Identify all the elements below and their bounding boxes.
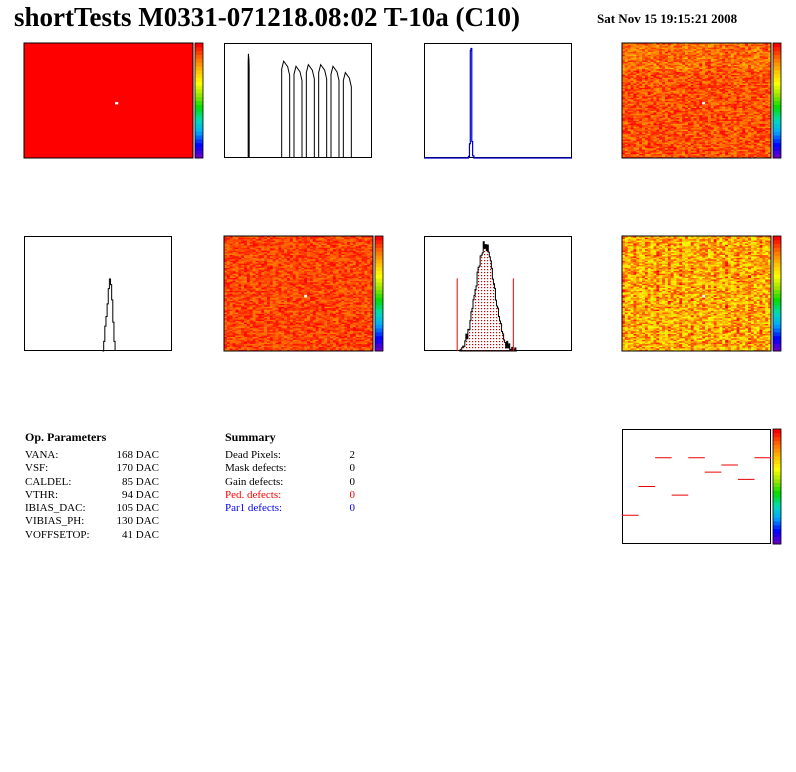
param-row: Mask defects: 0 [225, 462, 355, 475]
pedestal-distribution [459, 241, 517, 352]
param-row: VOFFSETOP: 41 DAC [25, 529, 165, 542]
param-value: 2 [349, 449, 356, 461]
gain-distribution [102, 278, 116, 352]
param-row: IBIAS_DAC: 105 DAC [25, 502, 165, 515]
pedestal-histogram [456, 241, 517, 352]
param-name: VANA: [25, 449, 59, 461]
param-name: Gain defects: [225, 475, 284, 488]
param-name: VSF: [25, 462, 49, 475]
param-value: 130 DAC [116, 515, 159, 528]
address-peak [330, 65, 340, 158]
param-name: VIBIAS_PH: [25, 515, 85, 528]
dead-pixel-marker [702, 294, 706, 298]
param-name: Par1 defects: [225, 502, 283, 515]
param-name: VOFFSETOP: [25, 528, 90, 541]
param-row: VANA: 168 DAC [25, 449, 165, 462]
param-name: VTHR: [25, 488, 58, 501]
param-row: Gain defects: 0 [225, 476, 355, 489]
param-row: Par1 defects: 0 [225, 502, 355, 515]
param-name: CALDEL: [25, 475, 72, 488]
phrange-plot [622, 457, 771, 516]
param-row: CALDEL: 85 DAC [25, 476, 165, 489]
op-parameters: Op. Parameters VANA: 168 DAC VSF: 170 DAC CA… [25, 430, 165, 542]
color-scale-bar [374, 235, 384, 352]
address-peak [305, 63, 315, 158]
param-value: 0 [349, 462, 356, 475]
heatmap [621, 42, 772, 159]
color-scale-bar [772, 42, 782, 159]
pixel-map-panel [23, 42, 204, 159]
op-parameters-title: Op. Parameters [25, 430, 107, 444]
ped-map-panel [621, 235, 782, 352]
ped-hist-panel [424, 236, 572, 352]
plot-frame [224, 43, 372, 158]
heatmap [621, 235, 772, 352]
param-row: Dead Pixels: 2 [225, 449, 355, 462]
param-value: 85 DAC [122, 475, 159, 488]
gain-map-panel [223, 235, 384, 352]
plot-frame [622, 429, 771, 544]
address-levels-histogram [247, 53, 352, 158]
address-peak [318, 63, 328, 158]
phrange-panel [622, 428, 782, 545]
param-name: IBIAS_DAC: [25, 502, 86, 515]
heatmap [223, 235, 374, 352]
dead-pixel-marker [702, 101, 706, 105]
parameter-histogram [424, 47, 572, 159]
param-value: 94 DAC [122, 488, 159, 501]
color-scale-bar [772, 428, 782, 545]
color-scale-bar [194, 42, 204, 159]
ph-param-panel [424, 43, 572, 159]
param-row: VIBIAS_PH: 130 DAC [25, 515, 165, 528]
address-peak [342, 71, 352, 158]
heatmap [23, 42, 194, 159]
address-peak [293, 65, 303, 158]
param-row: Ped. defects: 0 [225, 489, 355, 502]
gain-histogram [102, 278, 116, 352]
param-value: 0 [349, 475, 356, 488]
date-label: Sat Nov 15 19:15:21 2008 [597, 11, 738, 26]
param-name: Dead Pixels: [225, 449, 281, 461]
param-name: Mask defects: [225, 462, 287, 475]
param-name: Ped. defects: [225, 488, 282, 501]
summary-title: Summary [225, 430, 276, 444]
parameter-distribution [424, 47, 572, 159]
address-peak [247, 53, 250, 158]
param-value: 0 [349, 488, 356, 501]
param-value: 168 DAC [116, 449, 159, 461]
param-value: 41 DAC [122, 528, 159, 541]
address-levels-panel [224, 43, 372, 158]
color-scale-bar [772, 235, 782, 352]
param-value: 105 DAC [116, 502, 159, 515]
ph-param1-panel [621, 42, 782, 159]
param-value: 170 DAC [116, 462, 159, 475]
summary: Summary Dead Pixels: 2 Mask defects: 0 Gain … [225, 430, 355, 515]
param-row: VTHR: 94 DAC [25, 489, 165, 502]
param-row: VSF: 170 DAC [25, 462, 165, 475]
dead-pixel-marker [304, 294, 308, 298]
address-peak [281, 59, 291, 158]
dead-pixel-marker [115, 101, 119, 105]
page-title: shortTests M0331-071218.08:02 T-10a (C10… [14, 2, 520, 32]
param-value: 0 [349, 502, 356, 515]
plot-frame [24, 236, 172, 351]
gain-hist-panel [24, 236, 172, 352]
